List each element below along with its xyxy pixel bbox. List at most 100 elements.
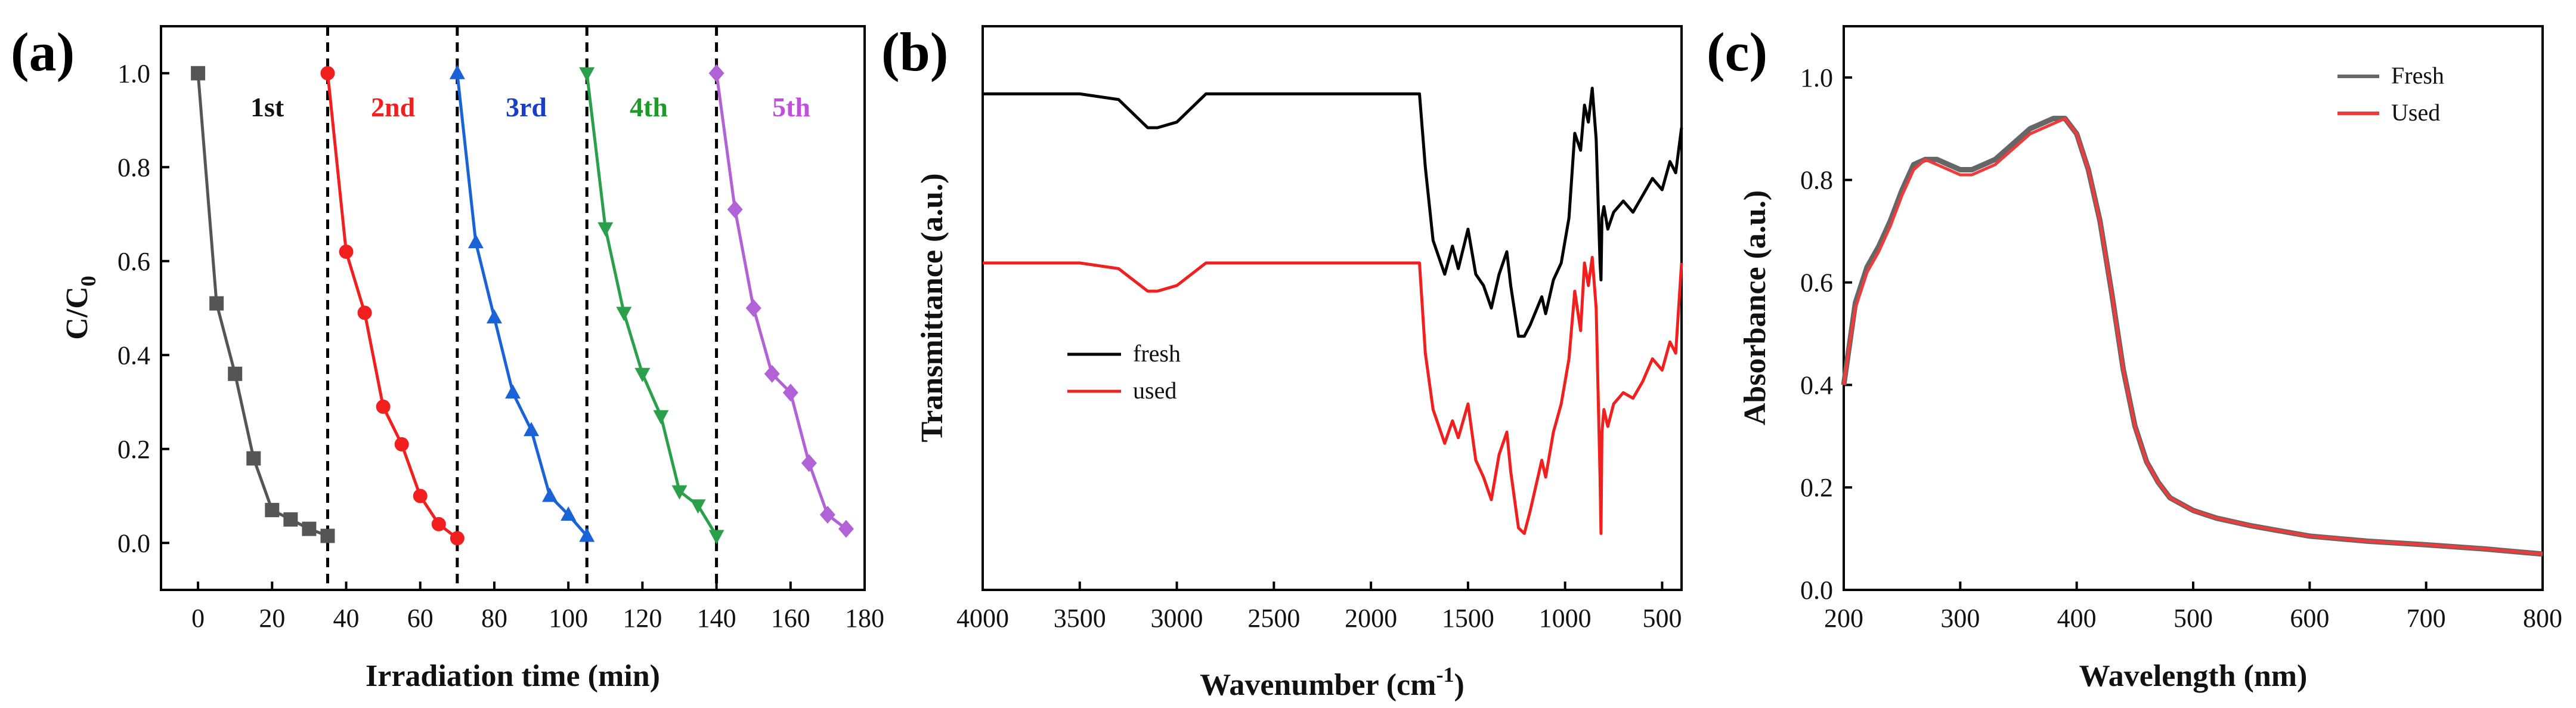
x-tick-label: 80 bbox=[481, 604, 507, 633]
panel-a-x-axis: 0 20 40 60 80 100 120 140 160 180 bbox=[191, 582, 884, 633]
x-tick-label: 1000 bbox=[1539, 604, 1592, 633]
series-line-3rd bbox=[456, 73, 589, 537]
x-tick-label: 300 bbox=[1940, 604, 1980, 633]
panel-c-letter: (c) bbox=[1707, 21, 1767, 82]
data-point-1st bbox=[209, 296, 224, 311]
x-tick-label: 40 bbox=[333, 604, 360, 633]
panel-c-series bbox=[1841, 116, 2543, 557]
panel-c-y-axis: 0.0 0.2 0.4 0.6 0.8 1.0 bbox=[1800, 63, 1852, 605]
x-tick-label: 500 bbox=[2174, 604, 2213, 633]
data-point-5th bbox=[801, 454, 817, 472]
x-tick-label: 400 bbox=[2057, 604, 2097, 633]
x-tick-label: 20 bbox=[259, 604, 285, 633]
data-point-5th bbox=[819, 506, 835, 524]
x-tick-label: 500 bbox=[1642, 604, 1682, 633]
data-point-4th bbox=[597, 222, 614, 237]
data-point-3rd bbox=[561, 506, 577, 521]
panel-b-letter: (b) bbox=[881, 21, 948, 82]
panel-c-x-title: Wavelength (nm) bbox=[2079, 659, 2308, 693]
data-point-4th bbox=[690, 499, 706, 514]
data-point-2nd bbox=[376, 399, 391, 414]
y-tick-label: 0.8 bbox=[1800, 166, 1833, 195]
data-point-1st bbox=[228, 366, 243, 381]
legend-label-fresh: fresh bbox=[1133, 340, 1181, 367]
y-tick-label: 1.0 bbox=[1800, 63, 1833, 92]
data-point-2nd bbox=[413, 489, 428, 503]
data-point-1st bbox=[265, 503, 280, 518]
panel-a-y-title: C/C0 bbox=[60, 276, 100, 340]
x-tick-label: 600 bbox=[2290, 604, 2329, 633]
cycle-label-3rd: 3rd bbox=[506, 92, 547, 122]
panel-b-x-title: Wavenumber (cm-1) bbox=[1200, 663, 1465, 702]
x-tick-label: 100 bbox=[549, 604, 588, 633]
y-tick-label: 0.8 bbox=[117, 153, 150, 182]
panel-a-y-title-sub: 0 bbox=[76, 276, 100, 286]
data-point-4th bbox=[579, 67, 595, 82]
panel-c: (c) 200 300 400 500 600 700 800 0.00.20.40.60.… bbox=[1707, 21, 2562, 693]
panel-a-series bbox=[191, 64, 854, 546]
panel-c-x-axis: 200 300 400 500 600 700 800 bbox=[1824, 582, 2562, 633]
panel-a-cycle-labels: 1st 2nd 3rd 4th 5th bbox=[250, 92, 810, 122]
y-tick-label: 0.2 bbox=[117, 435, 150, 464]
data-point-2nd bbox=[431, 517, 446, 531]
data-point-4th bbox=[616, 307, 632, 321]
panel-a-y-axis: 0.0 0.2 0.4 0.6 0.8 1.0 bbox=[117, 59, 169, 558]
series-line-4th bbox=[585, 73, 718, 537]
y-tick-label: 0.0 bbox=[1800, 576, 1833, 605]
x-tick-label: 2500 bbox=[1247, 604, 1300, 633]
panel-b: (b) 4000 3500 3000 2500 2000 1500 1000 500 fres… bbox=[881, 21, 1683, 702]
data-point-4th bbox=[708, 530, 724, 545]
data-point-4th bbox=[653, 410, 669, 425]
panel-a-cycle-dividers bbox=[326, 26, 719, 590]
x-tick-label: 180 bbox=[845, 604, 884, 633]
data-point-5th bbox=[727, 200, 743, 219]
panel-b-x-title-sup: -1 bbox=[1436, 663, 1454, 687]
cycle-label-4th: 4th bbox=[630, 92, 668, 122]
series-line-Used bbox=[1842, 117, 2543, 556]
legend-label-used: used bbox=[1133, 377, 1176, 404]
x-tick-label: 160 bbox=[771, 604, 810, 633]
x-tick-label: 200 bbox=[1824, 604, 1863, 633]
data-point-1st bbox=[283, 512, 298, 527]
panel-c-legend: Fresh Used bbox=[2337, 62, 2444, 126]
data-point-5th bbox=[838, 520, 854, 538]
y-tick-label: 0.4 bbox=[117, 341, 150, 370]
y-tick-label: 0.6 bbox=[117, 247, 150, 276]
legend-label-fresh: Fresh bbox=[2391, 62, 2444, 89]
data-point-4th bbox=[671, 485, 688, 500]
data-point-1st bbox=[302, 521, 317, 536]
data-point-1st bbox=[320, 528, 335, 543]
y-tick-label: 0.6 bbox=[1800, 268, 1833, 298]
panel-b-x-title-tail: ) bbox=[1454, 668, 1464, 702]
cycle-label-2nd: 2nd bbox=[371, 92, 416, 122]
data-point-1st bbox=[191, 66, 206, 81]
panel-b-series bbox=[983, 86, 1683, 535]
x-tick-label: 3000 bbox=[1151, 604, 1203, 633]
panel-b-y-title: Transmittance (a.u.) bbox=[915, 173, 949, 442]
data-point-5th bbox=[764, 364, 780, 383]
panel-b-x-title-main: Wavenumber (cm bbox=[1200, 668, 1436, 702]
panel-a-y-title-main: C/C bbox=[60, 286, 94, 340]
x-tick-label: 4000 bbox=[956, 604, 1009, 633]
y-tick-label: 0.0 bbox=[117, 528, 150, 558]
data-point-2nd bbox=[357, 305, 372, 320]
data-point-3rd bbox=[579, 527, 595, 542]
panel-c-y-title: Absorbance (a.u.) bbox=[1738, 190, 1772, 425]
panel-a-x-title: Irradiation time (min) bbox=[366, 659, 660, 693]
cycle-label-1st: 1st bbox=[250, 92, 284, 122]
series-line-Fresh bbox=[1841, 116, 2543, 557]
data-point-2nd bbox=[339, 245, 354, 259]
x-tick-label: 120 bbox=[623, 604, 662, 633]
series-line-used bbox=[983, 256, 1683, 535]
x-tick-label: 0 bbox=[191, 604, 205, 633]
x-tick-label: 700 bbox=[2407, 604, 2446, 633]
x-tick-label: 60 bbox=[407, 604, 434, 633]
data-point-4th bbox=[634, 367, 651, 382]
panel-a-letter: (a) bbox=[11, 21, 75, 82]
data-point-3rd bbox=[449, 64, 465, 79]
data-point-5th bbox=[708, 64, 724, 82]
data-point-2nd bbox=[394, 437, 409, 452]
x-tick-label: 800 bbox=[2523, 604, 2562, 633]
data-point-2nd bbox=[320, 66, 335, 81]
